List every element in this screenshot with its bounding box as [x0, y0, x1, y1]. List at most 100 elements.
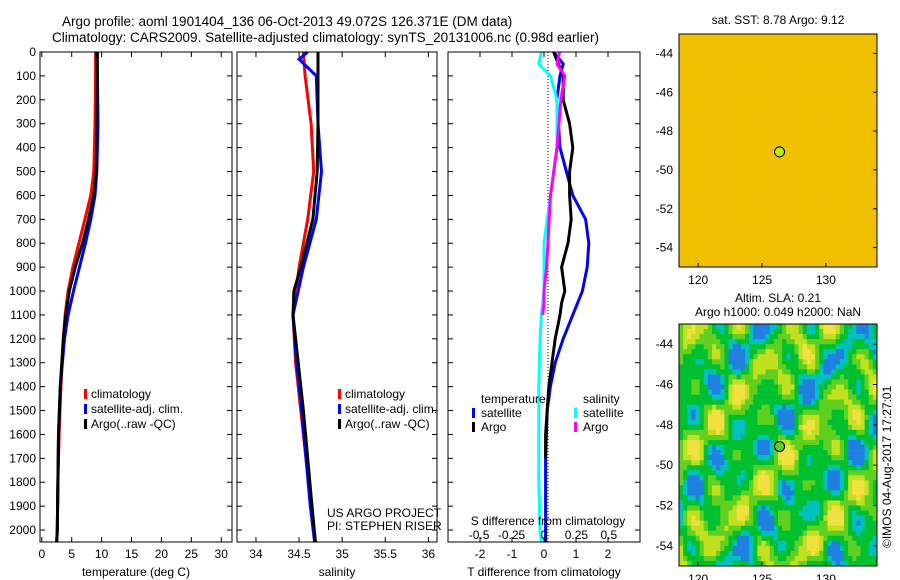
- x-tick-label: 36: [422, 547, 436, 561]
- map-cell: [769, 460, 775, 466]
- map-cell: [691, 344, 696, 350]
- map-cell: [835, 111, 841, 117]
- map-cell: [786, 480, 791, 486]
- map-cell: [707, 208, 713, 214]
- map-cell: [819, 155, 824, 161]
- map-cell: [679, 38, 684, 44]
- map-cell: [823, 203, 828, 210]
- temperature-axes-box: [39, 51, 233, 543]
- map-cell: [811, 223, 816, 229]
- map-cell: [790, 34, 795, 40]
- map-cell: [757, 434, 762, 441]
- map-cell: [724, 485, 729, 491]
- map-cell: [736, 155, 742, 161]
- map-cell: [757, 414, 762, 421]
- map-cell: [827, 349, 832, 355]
- depth-tick-label: 500: [16, 165, 36, 179]
- map-cell: [707, 38, 713, 44]
- map-cell: [736, 199, 742, 205]
- map-cell: [691, 495, 696, 501]
- map-cell: [831, 247, 837, 253]
- map-cell: [839, 101, 845, 108]
- map-cell: [740, 490, 746, 496]
- map-cell: [802, 203, 808, 210]
- map-cell: [712, 194, 717, 200]
- map-cell: [765, 262, 771, 268]
- map-cell: [769, 414, 775, 421]
- map-cell: [794, 77, 799, 83]
- map-cell: [765, 111, 771, 117]
- map-cell: [740, 550, 746, 557]
- map-cell: [724, 237, 729, 244]
- map-cell: [778, 485, 783, 491]
- map-cell: [691, 43, 696, 49]
- map-cell: [749, 165, 754, 171]
- map-cell: [740, 179, 746, 185]
- map-cell: [683, 349, 688, 355]
- map-cell: [844, 174, 849, 180]
- map-cell: [782, 72, 787, 78]
- map-cell: [724, 364, 729, 370]
- map-cell: [868, 145, 874, 151]
- map-cell: [749, 38, 754, 44]
- map-cell: [815, 194, 820, 200]
- map-cell: [782, 550, 787, 557]
- map-cell: [732, 394, 738, 400]
- map-cell: [720, 490, 725, 496]
- map-cell: [844, 247, 849, 253]
- map-cell: [732, 179, 738, 185]
- map-cell: [856, 160, 861, 166]
- map-cell: [732, 121, 738, 127]
- map-cell: [679, 58, 684, 64]
- map-cell: [790, 58, 795, 64]
- map-cell: [720, 97, 725, 103]
- map-cell: [728, 169, 733, 176]
- map-cell: [740, 257, 746, 263]
- map-cell: [695, 106, 700, 112]
- map-cell: [716, 515, 721, 521]
- map-cell: [736, 165, 742, 171]
- map-cell: [802, 344, 808, 350]
- map-cell: [687, 470, 692, 476]
- map-cell: [753, 184, 758, 190]
- map-cell: [827, 53, 832, 59]
- map-cell: [712, 329, 717, 335]
- map-cell: [736, 369, 742, 375]
- map-cell: [819, 329, 824, 335]
- map-cell: [831, 223, 837, 229]
- map-cell: [790, 203, 795, 210]
- map-cell: [679, 334, 684, 340]
- map-cell: [765, 535, 771, 542]
- map-cell: [831, 150, 837, 156]
- map-cell: [683, 500, 688, 506]
- map-cell: [765, 155, 771, 161]
- map-cell: [720, 429, 725, 436]
- map-cell: [823, 237, 828, 244]
- map-cell: [815, 545, 820, 552]
- map-cell: [695, 424, 700, 431]
- map-cell: [831, 34, 837, 40]
- map-cell: [724, 63, 729, 69]
- map-cell: [831, 339, 837, 345]
- map-cell: [716, 550, 721, 557]
- map-cell: [724, 550, 729, 557]
- map-cell: [753, 194, 758, 200]
- map-cell: [732, 106, 738, 112]
- map-cell: [716, 450, 721, 456]
- map-cell: [872, 213, 878, 219]
- map-cell: [745, 455, 750, 461]
- map-cell: [823, 510, 828, 516]
- map-x-tick-label: 125: [752, 572, 772, 580]
- map-cell: [712, 334, 717, 340]
- map-cell: [707, 555, 713, 562]
- map-cell: [819, 424, 824, 431]
- map-cell: [819, 72, 824, 78]
- map-cell: [745, 389, 750, 395]
- map-cell: [683, 429, 688, 436]
- map-cell: [790, 555, 795, 562]
- map-cell: [720, 145, 725, 151]
- map-cell: [769, 145, 775, 151]
- map-cell: [835, 455, 841, 461]
- map-cell: [798, 510, 804, 516]
- map-cell: [827, 97, 832, 103]
